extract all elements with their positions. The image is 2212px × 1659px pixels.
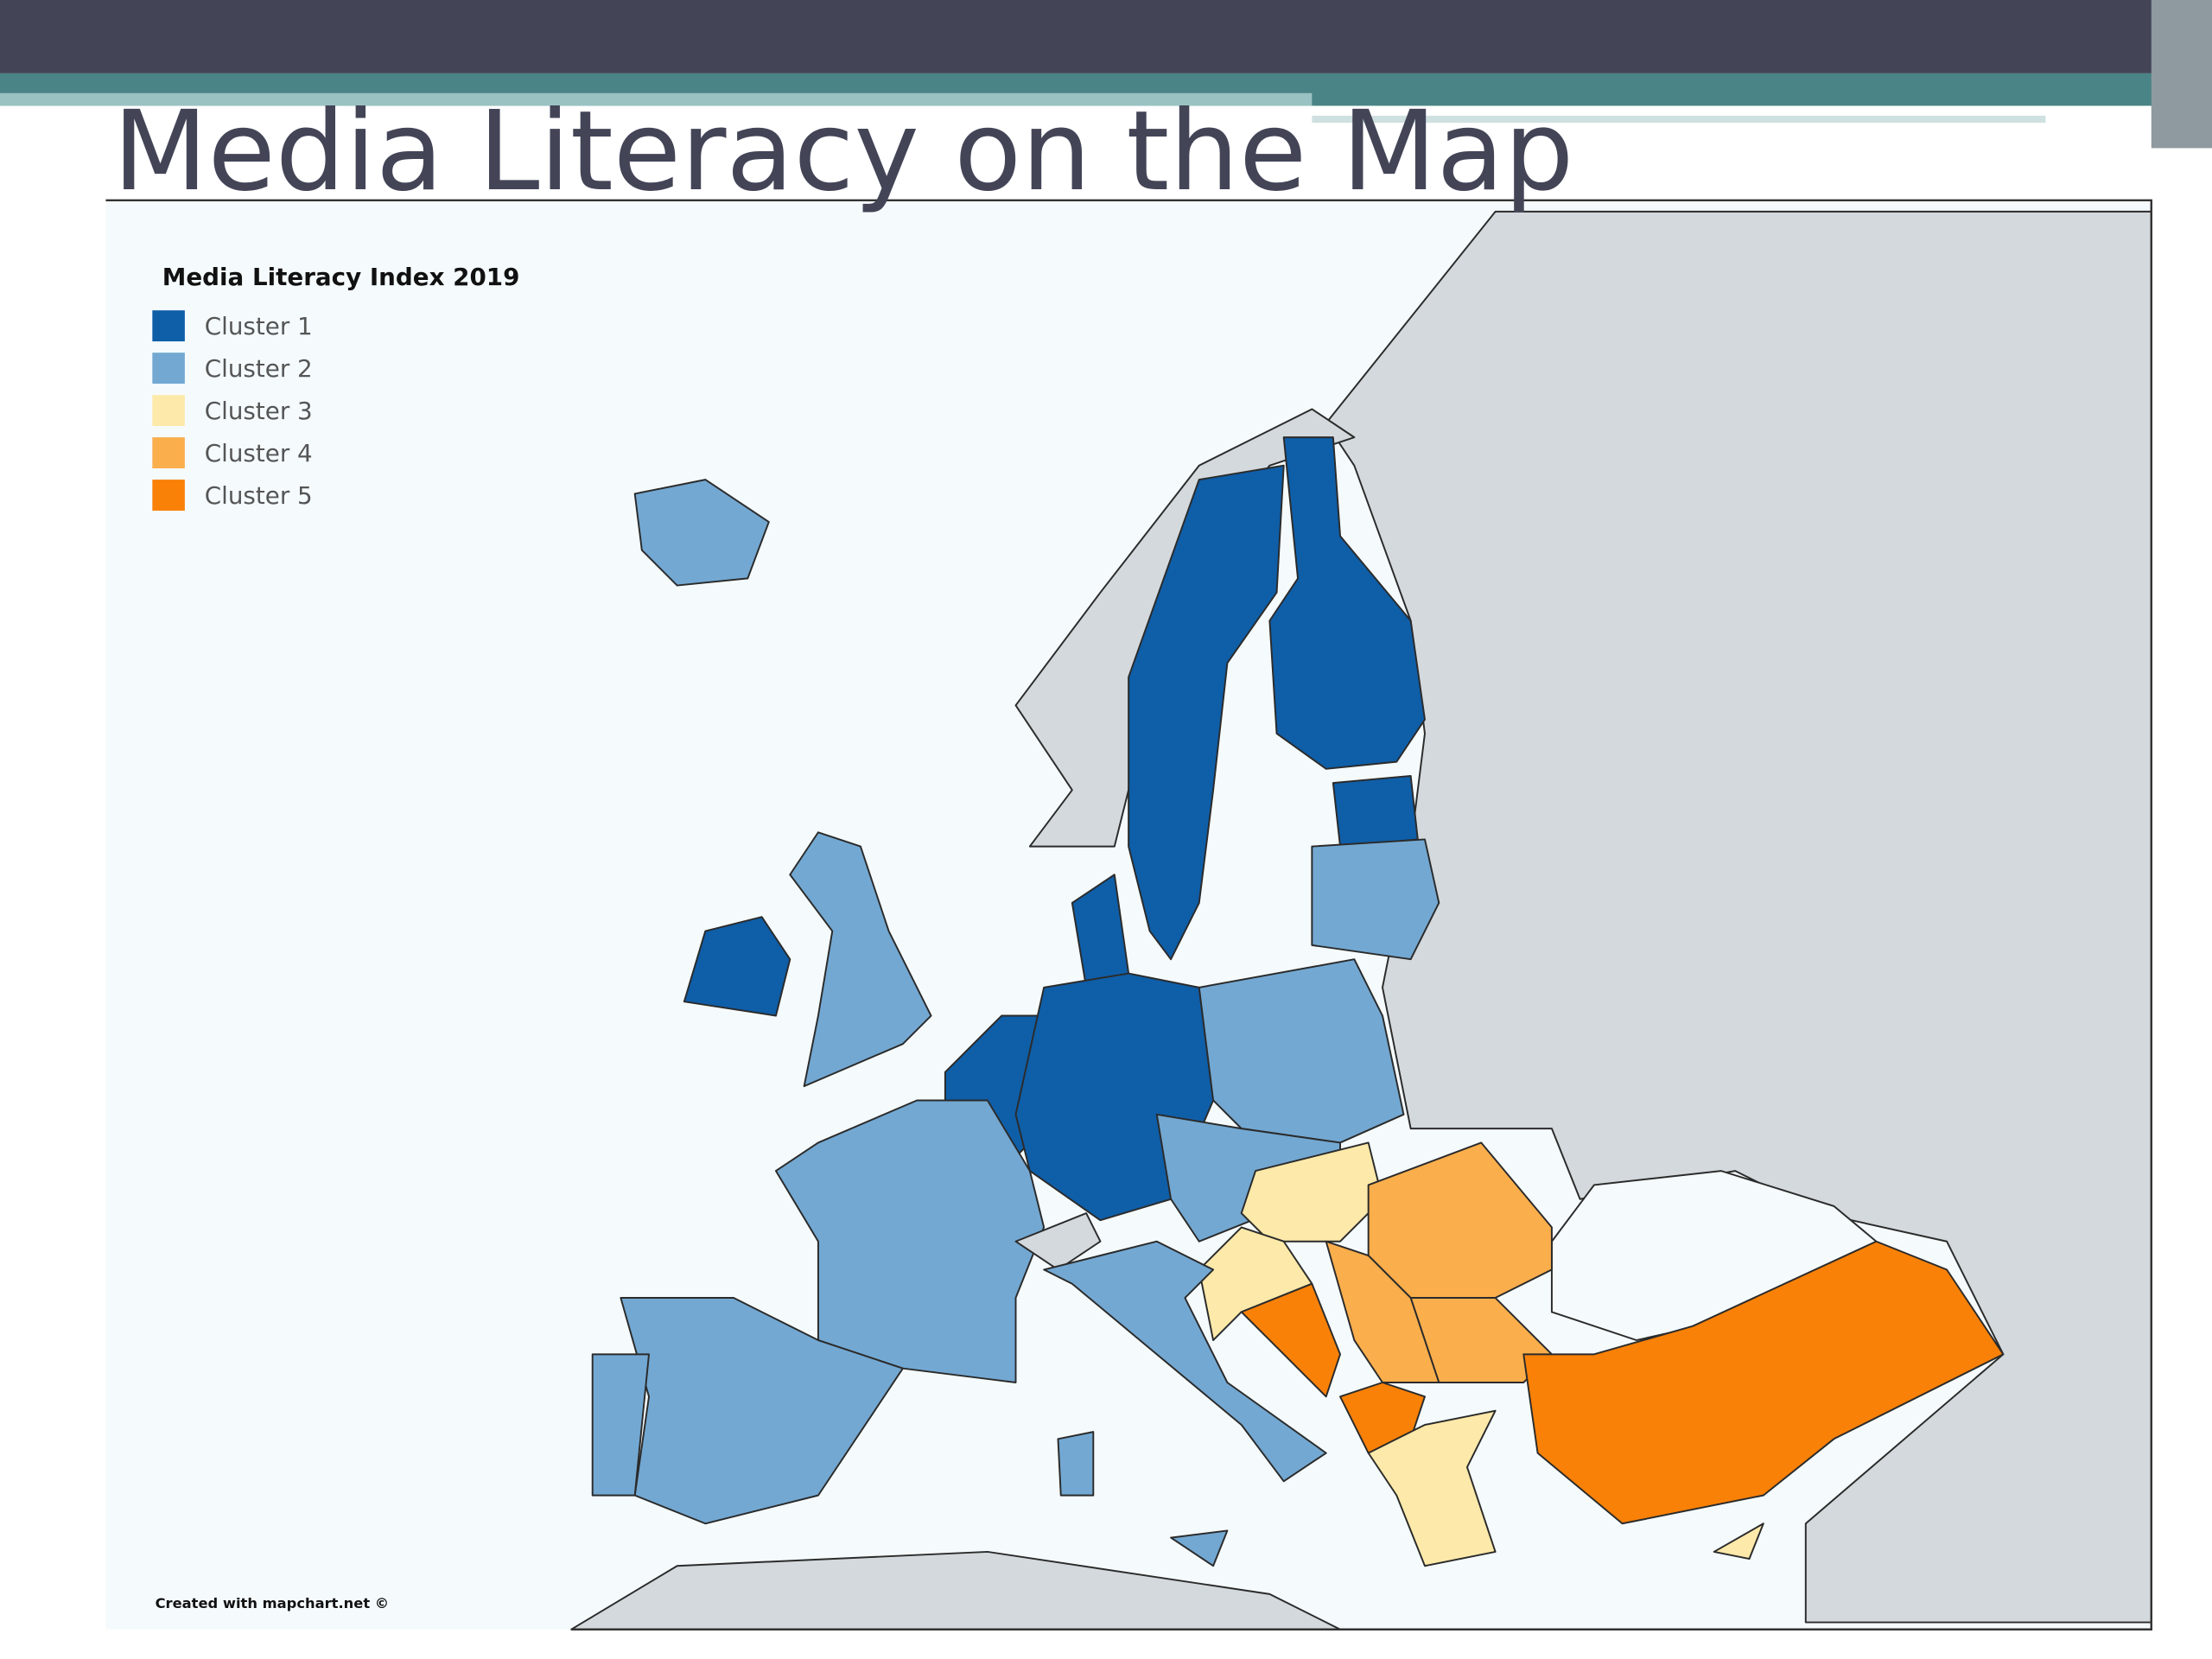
country [774,1099,1046,1383]
country [1043,1240,1327,1483]
country [1014,1212,1102,1271]
accent-line [0,92,1313,106]
legend-title: Media Literacy Index 2019 [162,263,520,291]
country [1170,1529,1229,1567]
country [1240,1141,1383,1243]
country [620,1297,904,1525]
legend-label: Cluster 4 [205,439,313,467]
slide-title: Media Literacy on the Map [113,88,1574,216]
accent-line [1312,115,2046,124]
credit: Created with mapchart.net © [156,1595,390,1611]
legend: Cluster 1 Cluster 2 Cluster 3 Cluster 4 Clus… [152,310,313,512]
corner-ornament [2151,0,2212,149]
map [570,210,2152,1630]
country [1268,436,1426,770]
country [633,479,770,587]
country [1325,1240,1440,1383]
country [1240,1282,1341,1398]
legend-label: Cluster 3 [205,397,313,425]
legend-swatch [152,310,185,342]
country [1713,1522,1764,1560]
country [1311,838,1440,961]
legend-label: Cluster 2 [205,354,313,383]
country [1198,958,1405,1144]
legend-label: Cluster 5 [205,481,313,510]
country [1128,464,1285,961]
country [789,831,932,1088]
legend-swatch [152,395,185,427]
country [1367,1409,1497,1567]
legend-swatch [152,437,185,469]
country [683,916,791,1017]
country [591,1353,650,1497]
legend-swatch [152,480,185,512]
legend-swatch [152,353,185,385]
legend-label: Cluster 1 [205,312,313,340]
map-frame [105,199,2153,1630]
country [1057,1431,1095,1497]
country [1522,1240,2005,1525]
top-bar [0,0,2212,73]
country [1332,774,1419,848]
